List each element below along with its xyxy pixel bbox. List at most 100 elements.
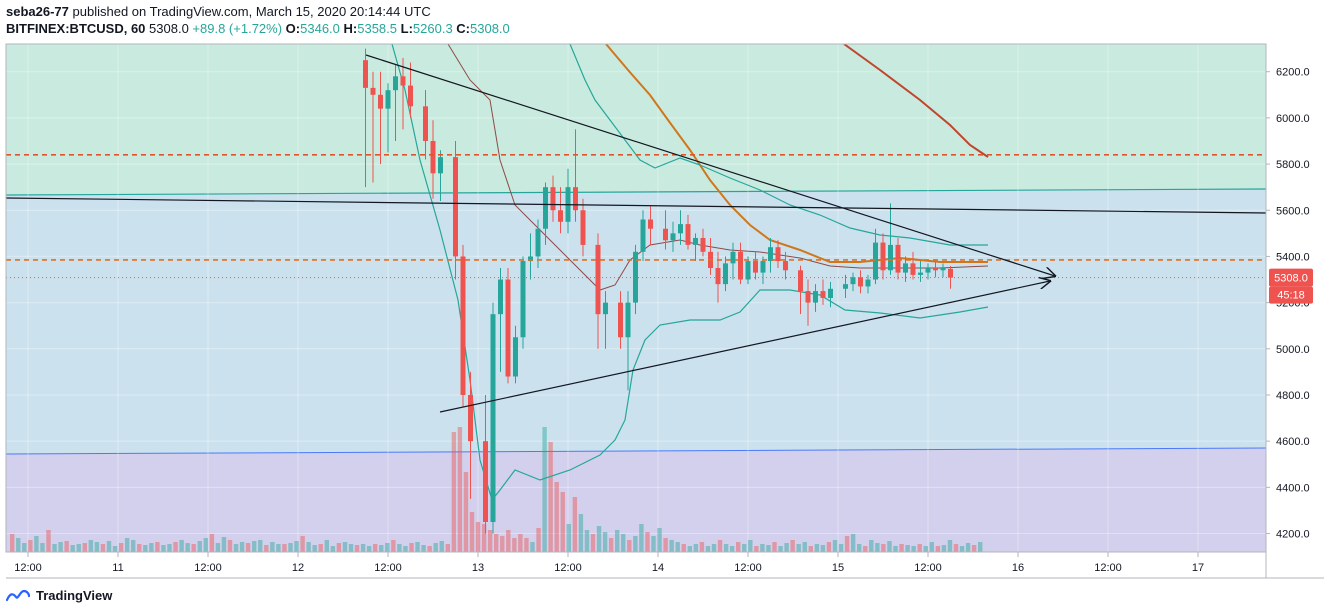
volume-bar bbox=[711, 544, 717, 552]
candle-body bbox=[663, 228, 668, 241]
volume-bar bbox=[179, 540, 184, 552]
candle-body bbox=[618, 302, 623, 338]
zone-boundary-upper bbox=[6, 188, 1266, 196]
candle-body bbox=[828, 288, 833, 298]
volume-bar bbox=[360, 544, 366, 552]
candle-body bbox=[625, 302, 631, 338]
candle-body bbox=[648, 219, 653, 229]
volume-bar bbox=[923, 546, 928, 552]
candle-body bbox=[768, 247, 773, 262]
volume-bar bbox=[778, 546, 783, 552]
volume-bar bbox=[312, 545, 317, 552]
candle-body bbox=[940, 267, 946, 271]
volume-bar bbox=[252, 541, 257, 552]
ma-100-line bbox=[605, 44, 988, 263]
volume-bar bbox=[276, 544, 281, 552]
volume-bar bbox=[233, 544, 239, 552]
volume-bar bbox=[270, 542, 275, 552]
volume-bar bbox=[197, 541, 202, 552]
candle-body bbox=[528, 256, 533, 262]
volume-bar bbox=[457, 427, 463, 552]
volume-bar bbox=[40, 543, 45, 552]
volume-bar bbox=[893, 546, 898, 552]
volume-bar bbox=[899, 544, 904, 552]
volume-bar bbox=[318, 544, 323, 552]
volume-bar bbox=[772, 542, 777, 552]
volume-bar bbox=[16, 538, 21, 552]
volume-bar bbox=[790, 540, 795, 552]
volume-bar bbox=[149, 543, 154, 552]
published-text: published on TradingView.com, March 15, … bbox=[72, 4, 431, 19]
volume-bar bbox=[826, 542, 832, 552]
volume-bar bbox=[354, 545, 360, 552]
volume-bar bbox=[978, 542, 983, 552]
volume-bar bbox=[300, 536, 305, 552]
x-tick-label: 13 bbox=[472, 562, 484, 574]
volume-bar bbox=[760, 544, 765, 552]
volume-bar bbox=[415, 542, 420, 552]
x-tick-label: 12:00 bbox=[914, 562, 942, 574]
volume-bar bbox=[288, 543, 293, 552]
candle-body bbox=[843, 284, 848, 289]
price-axis[interactable]: 6200.06000.05800.05600.05400.05200.05000… bbox=[1266, 67, 1310, 541]
volume-bar bbox=[844, 536, 850, 552]
volume-bar bbox=[881, 544, 886, 552]
volume-bar bbox=[330, 546, 336, 552]
high-value: 5358.5 bbox=[357, 21, 397, 36]
volume-bar bbox=[657, 528, 662, 552]
volume-bar bbox=[651, 536, 656, 552]
horizontal-trendline bbox=[6, 197, 1266, 214]
candle-body bbox=[468, 394, 473, 442]
volume-bar bbox=[742, 544, 747, 552]
x-tick-label: 12:00 bbox=[1094, 562, 1122, 574]
volume-bar bbox=[391, 540, 396, 552]
volume-bar bbox=[736, 542, 741, 552]
volume-bar bbox=[971, 545, 977, 552]
candle-body bbox=[535, 228, 541, 257]
candle-body bbox=[813, 291, 818, 303]
volume-bar bbox=[373, 544, 378, 552]
volume-bar bbox=[935, 546, 941, 552]
open-value: 5346.0 bbox=[300, 21, 340, 36]
volume-bar bbox=[131, 540, 136, 552]
countdown-tag bbox=[1269, 286, 1313, 304]
candle-body bbox=[745, 261, 751, 280]
volume-bar bbox=[802, 542, 807, 552]
volume-bar bbox=[167, 544, 172, 552]
candle-body bbox=[378, 94, 383, 109]
time-axis[interactable]: 12:00 11 12:00 12 12:00 13 12:00 14 12:00 15 12:00… bbox=[14, 552, 1204, 574]
volume-bar bbox=[215, 543, 221, 552]
bollinger-lower-band bbox=[391, 44, 989, 502]
volume-bar bbox=[663, 538, 668, 552]
candle-body bbox=[438, 157, 443, 174]
volume-bar bbox=[324, 540, 329, 552]
volume-bar bbox=[941, 545, 947, 552]
candle-body bbox=[858, 277, 863, 287]
volume-bar bbox=[487, 530, 493, 552]
symbol-label[interactable]: BITFINEX:BTCUSD, 60 bbox=[6, 21, 146, 36]
volume-bar bbox=[209, 534, 215, 552]
candle-body bbox=[670, 233, 676, 241]
candle-body bbox=[738, 251, 743, 280]
volume-bar bbox=[433, 543, 438, 552]
volume-bar bbox=[633, 536, 638, 552]
author-name[interactable]: seba26-77 bbox=[6, 4, 69, 19]
x-tick-label: 12:00 bbox=[734, 562, 762, 574]
candle-body bbox=[775, 247, 781, 262]
open-label: O: bbox=[285, 21, 301, 36]
candle-body bbox=[400, 76, 406, 86]
volume-bar bbox=[58, 542, 63, 552]
candle-body bbox=[393, 76, 398, 91]
volume-bar bbox=[239, 542, 245, 552]
volume-bar bbox=[82, 543, 87, 552]
volume-bar bbox=[137, 544, 142, 552]
volume-bar bbox=[173, 542, 178, 552]
volume-bar bbox=[627, 540, 632, 552]
candle-body bbox=[910, 263, 916, 275]
volume-bar bbox=[748, 540, 753, 552]
footer-brand[interactable]: TradingView bbox=[6, 588, 112, 603]
candle-body bbox=[543, 187, 548, 229]
volume-bar bbox=[639, 524, 644, 552]
volume-bar bbox=[857, 544, 862, 552]
